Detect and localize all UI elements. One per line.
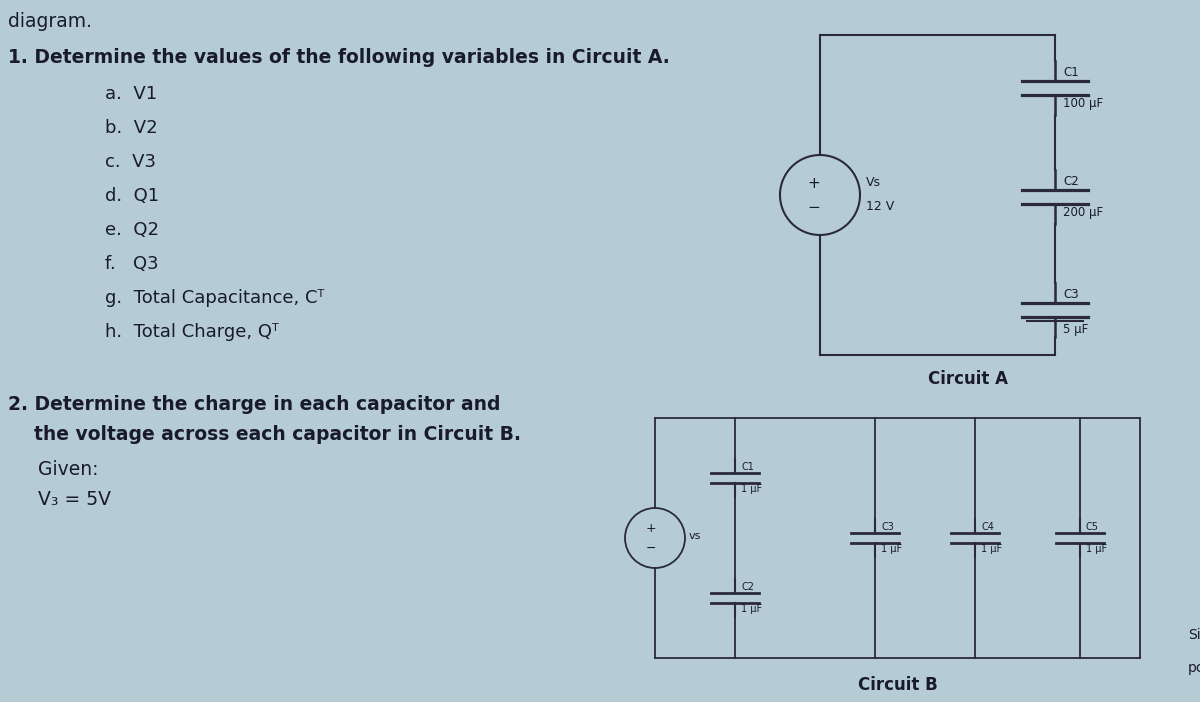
Text: 1 μF: 1 μF	[742, 484, 762, 494]
Text: C3: C3	[881, 522, 894, 532]
Text: b.  V2: b. V2	[106, 119, 157, 137]
Text: −: −	[646, 541, 656, 555]
Text: C2: C2	[742, 582, 754, 592]
Text: 1 μF: 1 μF	[742, 604, 762, 614]
Text: h.  Total Charge, Qᵀ: h. Total Charge, Qᵀ	[106, 323, 278, 341]
Text: pct: pct	[1188, 661, 1200, 675]
Text: C2: C2	[1063, 175, 1079, 188]
Text: +: +	[808, 176, 821, 190]
Text: +: +	[646, 522, 656, 534]
Text: 1. Determine the values of the following variables in Circuit A.: 1. Determine the values of the following…	[8, 48, 670, 67]
Text: the voltage across each capacitor in Circuit B.: the voltage across each capacitor in Cir…	[8, 425, 521, 444]
Text: 2. Determine the charge in each capacitor and: 2. Determine the charge in each capacito…	[8, 395, 500, 414]
Text: 5 μF: 5 μF	[1063, 323, 1088, 336]
Text: 100 μF: 100 μF	[1063, 97, 1103, 110]
Text: Circuit A: Circuit A	[928, 370, 1008, 388]
Text: V₃ = 5V: V₃ = 5V	[8, 490, 112, 509]
Text: C1: C1	[742, 462, 754, 472]
Text: 1 μF: 1 μF	[881, 544, 902, 554]
Text: −: −	[808, 199, 821, 215]
Text: e.  Q2: e. Q2	[106, 221, 158, 239]
Text: Given:: Given:	[8, 460, 98, 479]
Text: 1 μF: 1 μF	[1086, 544, 1108, 554]
Text: Vs: Vs	[866, 176, 881, 190]
Text: 200 μF: 200 μF	[1063, 206, 1103, 219]
Text: f.   Q3: f. Q3	[106, 255, 158, 273]
Text: 1 μF: 1 μF	[982, 544, 1002, 554]
Text: C3: C3	[1063, 288, 1079, 301]
Text: d.  Q1: d. Q1	[106, 187, 160, 205]
Text: 12 V: 12 V	[866, 201, 894, 213]
Text: C1: C1	[1063, 66, 1079, 79]
Text: Sio: Sio	[1188, 628, 1200, 642]
Text: g.  Total Capacitance, Cᵀ: g. Total Capacitance, Cᵀ	[106, 289, 324, 307]
Text: vs: vs	[689, 531, 701, 541]
Text: diagram.: diagram.	[8, 12, 92, 31]
Text: Circuit B: Circuit B	[858, 676, 937, 694]
Text: C5: C5	[1086, 522, 1099, 532]
Text: C4: C4	[982, 522, 994, 532]
Text: a.  V1: a. V1	[106, 85, 157, 103]
Text: c.  V3: c. V3	[106, 153, 156, 171]
